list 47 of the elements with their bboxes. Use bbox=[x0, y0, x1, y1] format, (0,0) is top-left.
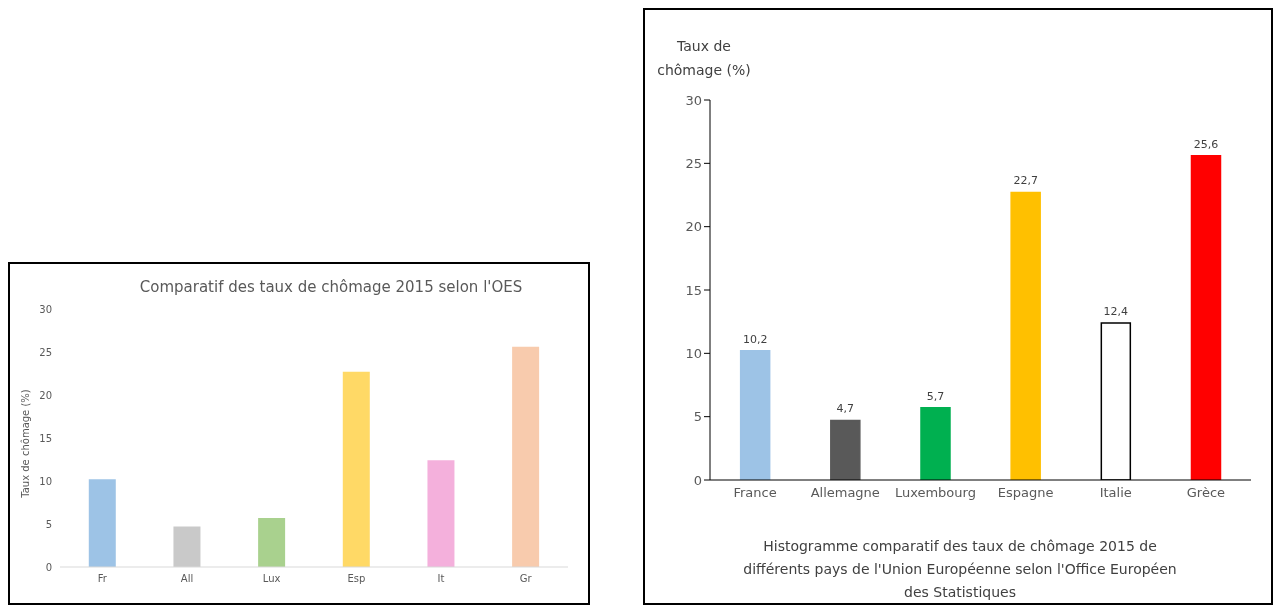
bar bbox=[1010, 191, 1041, 480]
y-axis-title: Taux de chômage (%) bbox=[656, 37, 752, 80]
x-tick-label: All bbox=[180, 573, 194, 585]
chart-title: Comparatif des taux de chômage 2015 selon l'OES bbox=[138, 278, 524, 296]
x-tick-label: Esp bbox=[347, 573, 366, 585]
y-tick-label: 30 bbox=[39, 303, 52, 315]
y-tick-label: 25 bbox=[685, 155, 702, 171]
data-label: 12,4 bbox=[1103, 304, 1129, 318]
bar bbox=[173, 526, 201, 567]
y-tick-label: 30 bbox=[685, 92, 702, 108]
x-tick-label: Allemagne bbox=[810, 485, 880, 501]
x-tick-label: It bbox=[437, 573, 445, 585]
y-tick-label: 10 bbox=[685, 345, 702, 361]
bar bbox=[1190, 154, 1222, 480]
bar bbox=[258, 517, 286, 567]
x-tick-label: Fr bbox=[97, 573, 108, 585]
y-tick-label: 15 bbox=[39, 432, 52, 444]
y-tick-label: 0 bbox=[45, 561, 52, 573]
bar bbox=[830, 419, 861, 480]
y-tick-label: 10 bbox=[39, 475, 52, 487]
x-tick-label: Luxembourg bbox=[894, 485, 976, 501]
y-axis-title: Taux de chômage (%) bbox=[19, 388, 31, 498]
y-tick-label: 5 bbox=[45, 518, 52, 530]
data-label: 4,7 bbox=[836, 402, 855, 416]
data-label: 5,7 bbox=[926, 389, 945, 403]
x-tick-label: Gr bbox=[519, 573, 533, 585]
x-tick-label: Grèce bbox=[1186, 485, 1226, 501]
y-tick-label: 15 bbox=[685, 282, 702, 298]
y-tick-label: 5 bbox=[693, 409, 702, 425]
bar bbox=[427, 460, 455, 567]
data-label: 22,7 bbox=[1013, 174, 1038, 188]
data-label: 25,6 bbox=[1193, 137, 1219, 151]
y-tick-label: 25 bbox=[39, 346, 52, 358]
x-tick-label: France bbox=[733, 485, 777, 501]
x-tick-label: Espagne bbox=[997, 485, 1054, 501]
y-tick-label: 20 bbox=[685, 219, 702, 235]
x-tick-label: Italie bbox=[1099, 485, 1132, 501]
bar bbox=[88, 479, 116, 567]
bar bbox=[920, 407, 951, 480]
data-label: 10,2 bbox=[742, 332, 768, 346]
x-tick-label: Lux bbox=[262, 573, 281, 585]
bar bbox=[739, 350, 771, 480]
bar bbox=[512, 346, 540, 567]
text: Histogramme comparatif des taux de chômage 2015 de différents pays de l'Union Européenne selon l'Office Européen des Statistiques bbox=[742, 537, 1178, 602]
y-tick-label: 0 bbox=[693, 472, 702, 488]
bar bbox=[342, 371, 370, 567]
y-tick-label: 20 bbox=[39, 389, 52, 401]
